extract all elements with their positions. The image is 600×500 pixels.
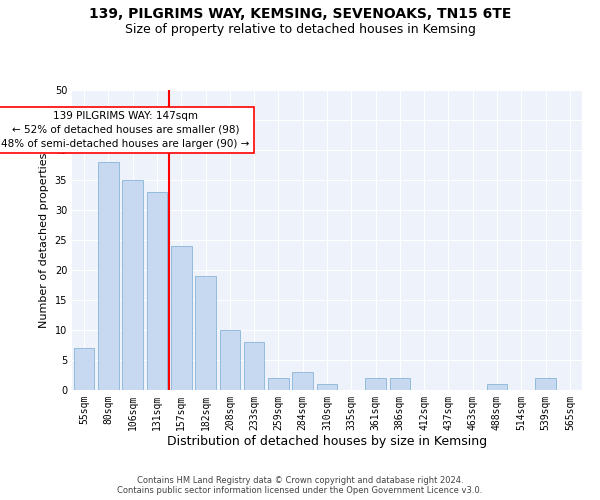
Text: Size of property relative to detached houses in Kemsing: Size of property relative to detached ho… [125,22,475,36]
Bar [487,384,508,390]
Bar [74,348,94,390]
Bar [268,378,289,390]
Bar [317,384,337,390]
Text: 139, PILGRIMS WAY, KEMSING, SEVENOAKS, TN15 6TE: 139, PILGRIMS WAY, KEMSING, SEVENOAKS, T… [89,8,511,22]
Bar [389,378,410,390]
Bar [244,342,265,390]
Y-axis label: Number of detached properties: Number of detached properties [39,152,49,328]
Text: 139 PILGRIMS WAY: 147sqm
← 52% of detached houses are smaller (98)
48% of semi-d: 139 PILGRIMS WAY: 147sqm ← 52% of detach… [1,111,250,149]
Bar [171,246,191,390]
Text: Contains HM Land Registry data © Crown copyright and database right 2024.
Contai: Contains HM Land Registry data © Crown c… [118,476,482,495]
Bar [98,162,119,390]
Bar [146,192,167,390]
Bar [122,180,143,390]
Text: Distribution of detached houses by size in Kemsing: Distribution of detached houses by size … [167,435,487,448]
Bar [535,378,556,390]
Bar [292,372,313,390]
Bar [220,330,240,390]
Bar [365,378,386,390]
Bar [195,276,216,390]
